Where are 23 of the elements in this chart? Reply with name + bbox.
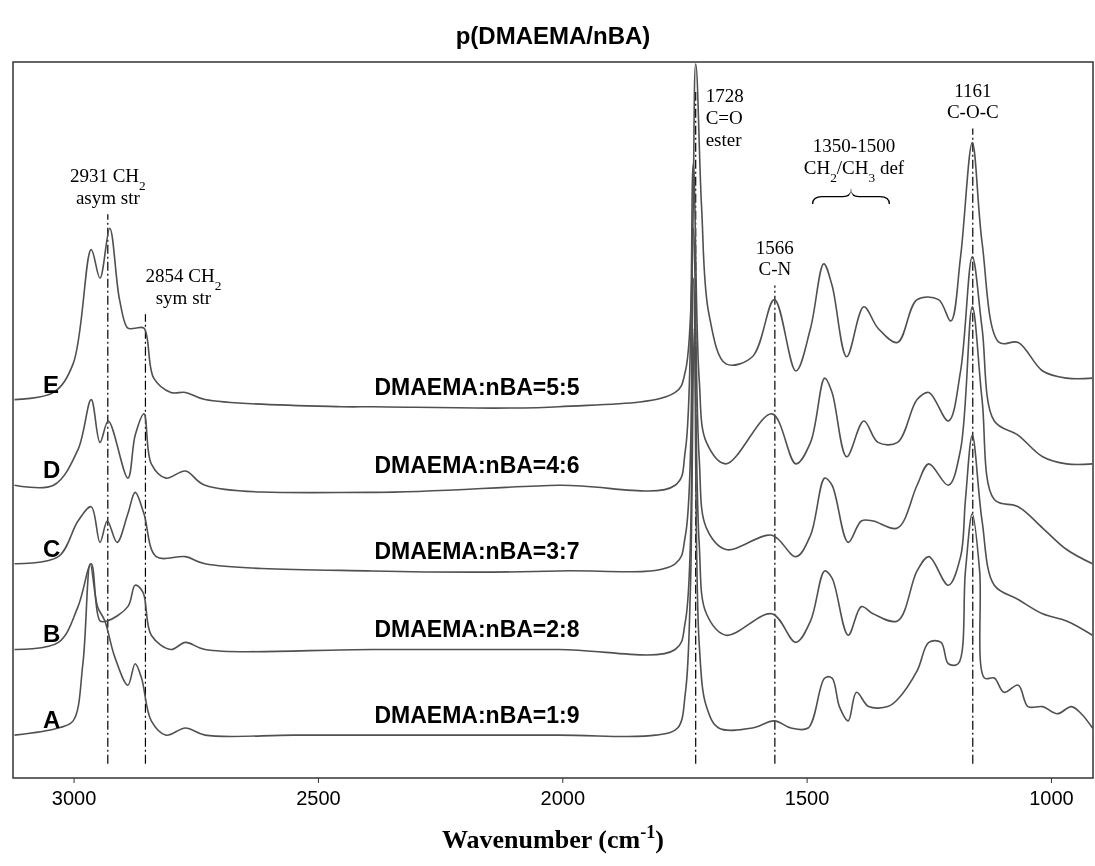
- annotation: DMAEMA:nBA=5:5: [374, 373, 580, 400]
- chart-title: p(DMAEMA/nBA): [455, 22, 651, 49]
- series-label: E: [43, 370, 60, 398]
- ref-line-label: 1566 C-N: [755, 236, 794, 280]
- x-axis-title: Wavenumber (cm$^{-1}$): [442, 822, 664, 854]
- x-tick-label: 2500: [296, 787, 341, 809]
- series-label: D: [43, 456, 61, 484]
- series-label: A: [43, 706, 61, 734]
- ref-line-label: 1161 C-O-C: [946, 79, 999, 123]
- x-tick-label: 2000: [540, 787, 586, 809]
- ref-line-label: 1728 C=O ester: [705, 85, 744, 150]
- x-tick-label: 1000: [1029, 787, 1074, 809]
- ref-line-label: 2931 CH$_{2}$ asym str: [69, 165, 146, 209]
- annotation: DMAEMA:nBA=3:7: [374, 537, 580, 564]
- series-label: B: [43, 620, 61, 648]
- annotation: DMAEMA:nBA=2:8: [374, 616, 580, 643]
- annotation: 1350-1500 CH$_{2}$/CH$_{3}$ def: [803, 135, 905, 185]
- x-tick-label: 3000: [51, 787, 97, 809]
- annotation: DMAEMA:nBA=1:9: [374, 702, 580, 729]
- ref-line-label: 2854 CH$_{2}$ sym str: [145, 265, 222, 309]
- series-label: C: [43, 534, 61, 562]
- x-tick-label: 1500: [784, 787, 830, 809]
- annotation: DMAEMA:nBA=4:6: [374, 452, 580, 479]
